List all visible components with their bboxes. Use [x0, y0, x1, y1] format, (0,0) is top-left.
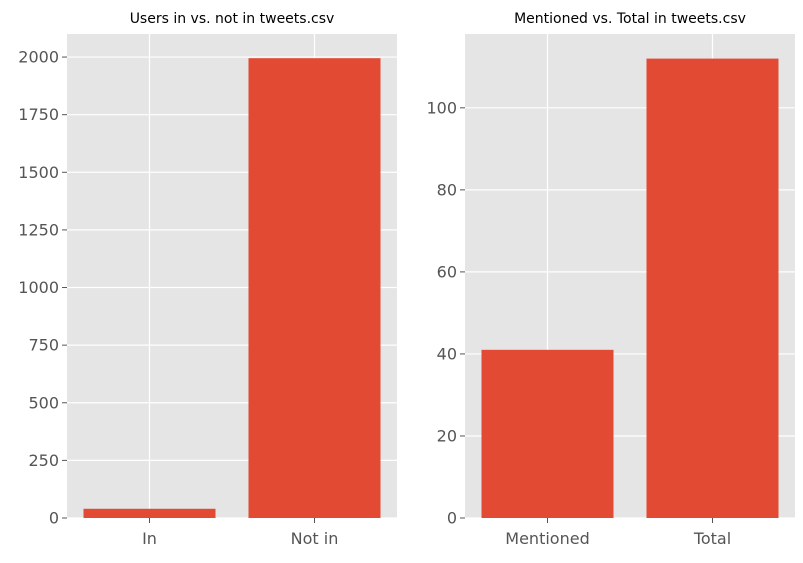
x-axis: Mentioned Total — [505, 518, 731, 548]
x-tick-label: Total — [693, 529, 731, 548]
y-tick-label: 1750 — [18, 105, 59, 124]
y-tick-label: 0 — [447, 509, 457, 528]
chart-mentioned-vs-total: 0 20 40 60 80 100 Mentioned Total Mentioned vs… — [426, 11, 795, 548]
x-axis: In Not in — [142, 518, 338, 548]
chart-title: Mentioned vs. Total in tweets.csv — [514, 11, 746, 27]
bars — [481, 58, 779, 518]
bar-not-in — [248, 58, 381, 518]
y-tick-label: 100 — [426, 98, 457, 117]
bar-total — [646, 58, 779, 518]
y-tick-label: 20 — [437, 426, 457, 445]
y-tick-label: 1250 — [18, 220, 59, 239]
bars — [83, 58, 381, 518]
y-tick-label: 40 — [437, 344, 457, 363]
y-tick-label: 250 — [28, 451, 59, 470]
y-axis: 0 250 500 750 1000 1250 1500 1750 2000 — [18, 48, 67, 528]
y-tick-label: 0 — [49, 509, 59, 528]
y-axis: 0 20 40 60 80 100 — [426, 98, 465, 528]
x-tick-label: In — [142, 529, 157, 548]
x-tick-label: Mentioned — [505, 529, 589, 548]
bar-in — [83, 508, 216, 518]
bar-mentioned — [481, 349, 614, 518]
chart-title: Users in vs. not in tweets.csv — [130, 11, 335, 27]
x-tick-label: Not in — [291, 529, 339, 548]
y-tick-label: 2000 — [18, 48, 59, 67]
y-tick-label: 750 — [28, 336, 59, 355]
y-tick-label: 500 — [28, 393, 59, 412]
y-tick-label: 1500 — [18, 163, 59, 182]
y-tick-label: 1000 — [18, 278, 59, 297]
y-tick-label: 60 — [437, 262, 457, 281]
y-tick-label: 80 — [437, 180, 457, 199]
